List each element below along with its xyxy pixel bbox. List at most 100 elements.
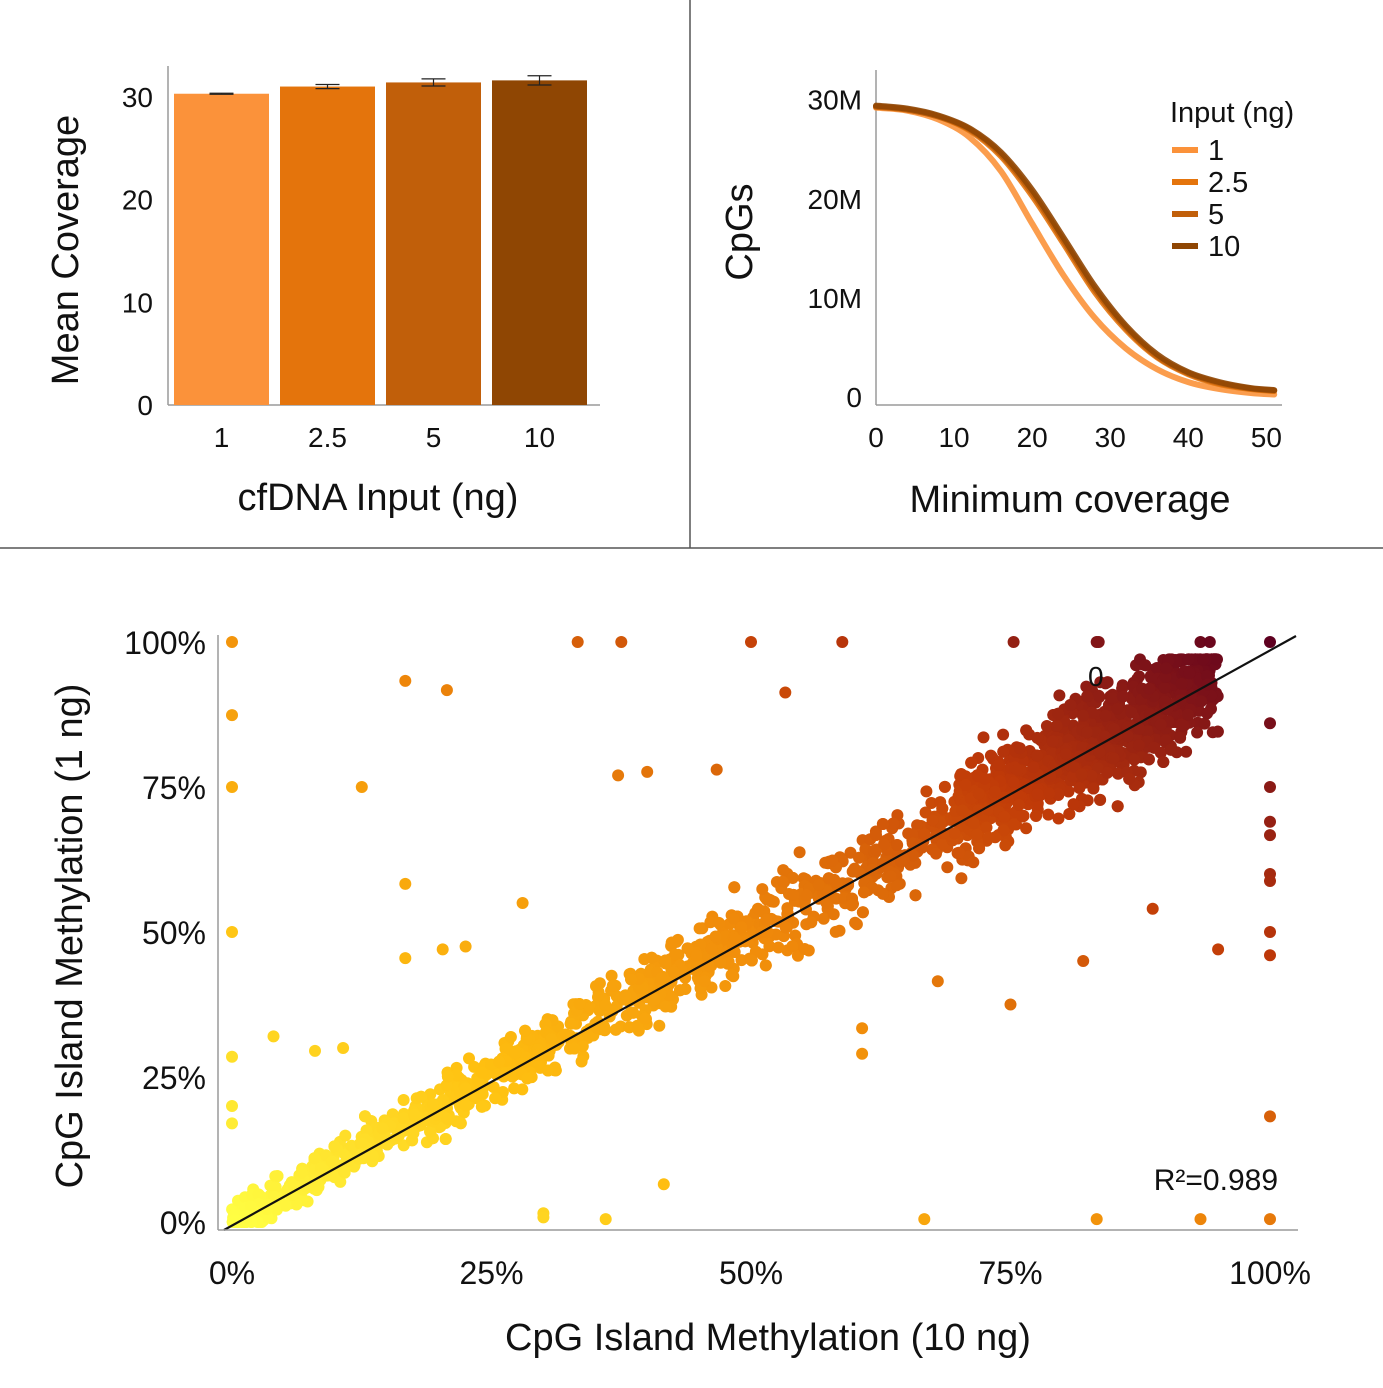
scatter-point <box>735 921 748 934</box>
scatter-point <box>606 979 619 992</box>
scatter-point-outlier <box>1264 1213 1276 1226</box>
stray-label: 0 <box>1088 661 1104 692</box>
y-tick-label: 100% <box>124 625 206 661</box>
scatter-point <box>427 1098 439 1111</box>
scatter-point-outlier <box>399 952 412 965</box>
scatter-point <box>360 1124 373 1137</box>
scatter-point <box>460 1099 473 1112</box>
scatter-point-outlier <box>1212 943 1225 956</box>
scatter-point <box>598 1022 611 1035</box>
scatter-point <box>955 872 968 885</box>
scatter-point <box>408 1108 421 1121</box>
scatter-point <box>786 940 799 953</box>
scatter-point <box>972 787 985 800</box>
scatter-point <box>475 1066 488 1079</box>
scatter-point-outlier <box>226 709 238 722</box>
scatter-point <box>938 780 951 793</box>
scatter-point <box>891 839 904 851</box>
scatter-point-outlier <box>1264 717 1276 730</box>
scatter-point-outlier <box>226 926 238 938</box>
scatter-point <box>759 959 772 972</box>
scatter-point <box>681 942 694 955</box>
scatter-point <box>287 1179 300 1192</box>
scatter-point <box>999 839 1012 852</box>
scatter-point <box>849 916 862 929</box>
scatter-point-outlier <box>226 1050 238 1063</box>
scatter-point <box>1111 702 1124 715</box>
r-squared-annotation: R²=0.989 <box>1154 1164 1278 1197</box>
x-tick-label: 0% <box>209 1255 255 1291</box>
scatter-point-outlier <box>440 684 453 697</box>
scatter-point <box>308 1152 321 1165</box>
scatter-point <box>1180 745 1193 758</box>
scatter-point <box>909 889 922 902</box>
scatter-point <box>798 943 811 955</box>
scatter-point-outlier <box>1090 1213 1103 1226</box>
scatter-point-outlier <box>856 1047 869 1060</box>
scatter-point <box>1020 724 1033 737</box>
scatter-point <box>564 1017 577 1030</box>
scatter-point <box>1093 746 1106 759</box>
line-x-ticks: 0 10 20 30 40 50 <box>868 422 1282 453</box>
scatter-point <box>959 778 972 791</box>
y-tick-label: 30 <box>122 82 153 113</box>
scatter-point <box>719 980 732 992</box>
line-series-group <box>873 102 1278 398</box>
scatter-point <box>727 912 740 925</box>
scatter-point <box>1123 772 1136 785</box>
scatter-point <box>508 1082 521 1095</box>
scatter-point <box>1142 753 1155 766</box>
scatter-point <box>1043 787 1056 800</box>
y-tick-label: 0 <box>846 382 862 413</box>
scatter-point <box>459 1082 472 1095</box>
x-tick-label: 20 <box>1017 422 1048 453</box>
scatter-point <box>521 1072 534 1085</box>
scatter-point <box>936 838 949 851</box>
scatter-x-ticks: 0% 25% 50% 75% 100% <box>209 1255 1311 1291</box>
scatter-point-outlier <box>836 636 849 648</box>
bar-1 <box>174 93 269 406</box>
scatter-point <box>793 846 806 859</box>
scatter-y-axis-title: CpG Island Methylation (1 ng) <box>49 684 91 1189</box>
scatter-point <box>705 942 718 955</box>
scatter-point <box>895 855 908 868</box>
scatter-point <box>1116 690 1129 703</box>
scatter-point <box>980 821 993 834</box>
scatter-point <box>690 949 703 962</box>
scatter-point <box>878 838 891 851</box>
scatter-point-outlier <box>918 1213 931 1226</box>
x-tick-label: 40 <box>1173 422 1204 453</box>
scatter-point <box>992 759 1005 772</box>
line-y-axis-title: CpGs <box>719 183 761 280</box>
scatter-point <box>728 881 741 894</box>
scatter-point <box>1094 676 1107 689</box>
scatter-point <box>645 951 658 964</box>
scatter-point <box>1128 753 1141 766</box>
scatter-point <box>876 887 889 900</box>
scatter-point <box>936 802 949 815</box>
scatter-point <box>1073 782 1086 794</box>
scatter-point-outlier <box>309 1044 321 1057</box>
scatter-point <box>876 818 889 830</box>
scatter-point <box>1112 767 1125 780</box>
scatter-point <box>1121 730 1134 743</box>
scatter-point <box>653 1019 666 1032</box>
scatter-point <box>244 1200 257 1213</box>
scatter-point <box>573 998 586 1010</box>
scatter-point <box>1081 690 1094 703</box>
scatter-point <box>1042 808 1055 821</box>
bar-x-ticks: 1 2.5 5 10 <box>214 422 555 453</box>
scatter-point <box>1068 760 1081 773</box>
scatter-point <box>907 849 920 862</box>
scatter-point <box>756 883 769 896</box>
scatter-point <box>1201 707 1214 720</box>
scatter-point <box>1150 662 1163 674</box>
scatter-point <box>911 819 924 832</box>
scatter-point <box>997 728 1010 741</box>
scatter-point <box>786 871 799 884</box>
scatter-point <box>1062 785 1075 798</box>
scatter-point <box>648 993 661 1006</box>
scatter-point <box>906 828 919 841</box>
scatter-point-outlier <box>1264 1110 1276 1123</box>
x-tick-label: 75% <box>978 1255 1042 1291</box>
